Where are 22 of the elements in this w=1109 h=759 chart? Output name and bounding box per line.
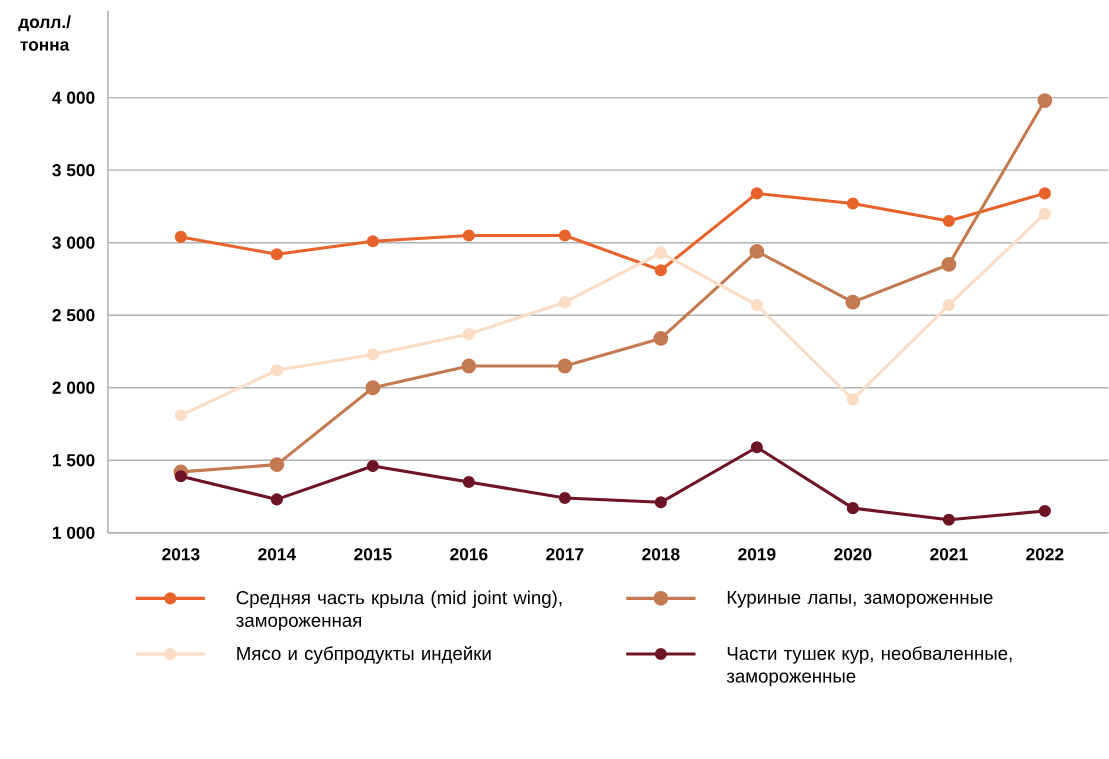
x-tick-label: 2014 [258,548,297,561]
x-tick-label: 2013 [162,548,200,561]
x-tick-label: 2015 [354,548,392,561]
x-tick-label: 2017 [546,548,584,561]
x-tick-label: 2022 [1026,548,1064,561]
y-tick-label: 4 000 [52,91,95,104]
legend-label: Средняя часть крыла (mid joint wing), замороженная [236,590,562,631]
y-tick-label: 3 500 [52,163,95,177]
legend-label: Мясо и субпродукты индейки [237,645,491,664]
y-tick-label: 1 000 [52,526,95,539]
x-tick-label: 2021 [930,548,968,561]
x-tick-label: 2019 [738,548,776,561]
y-tick-label: 1 500 [52,454,95,467]
x-tick-label: 2018 [642,548,680,561]
y-tick-label: 2 500 [52,308,95,322]
y-axis-title: долл./ тонна [18,15,71,51]
legend-label: Части тушек кур, необваленные, замороженные [726,646,1012,687]
y-tick-label: 2 000 [52,381,95,394]
legend-label: Куриные лапы, замороженные [727,590,993,608]
y-tick-label: 3 000 [52,236,95,249]
x-tick-label: 2016 [450,548,488,561]
x-tick-label: 2020 [834,548,872,561]
